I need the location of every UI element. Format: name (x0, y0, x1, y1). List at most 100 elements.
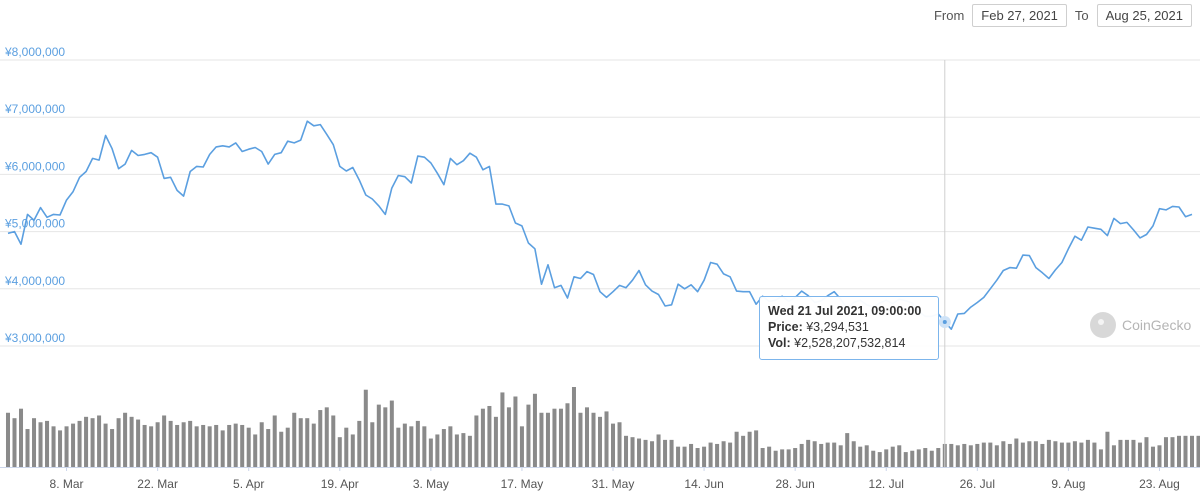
volume-bar (1098, 449, 1103, 467)
coingecko-watermark: CoinGecko (1090, 312, 1191, 338)
volume-bar (838, 445, 843, 467)
volume-bar (188, 420, 193, 467)
x-tick-label: 3. May (413, 477, 449, 491)
volume-bar (279, 431, 284, 467)
volume-bar (630, 437, 635, 467)
volume-bar (851, 441, 856, 467)
volume-bar (643, 439, 648, 467)
to-date-input[interactable]: Aug 25, 2021 (1096, 4, 1192, 27)
volume-bar (637, 438, 642, 467)
volume-bar (676, 446, 681, 467)
volume-bar (767, 446, 772, 467)
volume-bar (929, 450, 934, 467)
volume-bar (292, 412, 297, 467)
volume-bar (110, 429, 115, 467)
price-line (7, 120, 1193, 330)
volume-bar (1124, 439, 1129, 467)
x-tick-label: 12. Jul (869, 477, 904, 491)
volume-bar (702, 446, 707, 467)
volume-bar (845, 433, 850, 467)
volume-bar (324, 407, 329, 467)
volume-bar (142, 424, 147, 467)
volume-bar (116, 418, 121, 467)
volume-bar (376, 404, 381, 467)
volume-bar (272, 415, 277, 467)
volume-bar (812, 441, 817, 467)
volume-bar (84, 416, 89, 467)
volume-bar (467, 435, 472, 467)
volume-bar (734, 431, 739, 467)
x-tick-label: 19. Apr (321, 477, 359, 491)
x-tick-label: 8. Mar (50, 477, 84, 491)
volume-bar (240, 424, 245, 467)
volume-bar (461, 433, 466, 467)
volume-bar (38, 422, 43, 467)
volume-bar (103, 423, 108, 467)
volume-bar (1059, 442, 1064, 467)
volume-bar (480, 408, 485, 467)
volume-bar (448, 426, 453, 467)
volume-bar (129, 416, 134, 467)
volume-bar (311, 423, 316, 467)
volume-bar (181, 422, 186, 467)
volume-bar (910, 450, 915, 467)
volume-bar (207, 426, 212, 467)
price-tooltip: Wed 21 Jul 2021, 09:00:00 Price: ¥3,294,… (759, 296, 939, 360)
y-tick-label: ¥6,000,000 (4, 159, 65, 173)
x-tick-label: 28. Jun (775, 477, 814, 491)
x-tick-label: 5. Apr (233, 477, 264, 491)
volume-bar (552, 408, 557, 467)
volume-bar (923, 448, 928, 467)
to-label: To (1074, 8, 1089, 23)
volume-bar (266, 429, 271, 467)
volume-bar (949, 443, 954, 467)
volume-bar (402, 423, 407, 467)
volume-bar (253, 434, 258, 467)
volume-bar (819, 443, 824, 467)
y-tick-label: ¥8,000,000 (4, 45, 65, 59)
volume-bar (780, 449, 785, 467)
volume-bar (1085, 439, 1090, 467)
volume-bar (298, 418, 303, 467)
volume-bar (155, 422, 160, 467)
volume-bar (1111, 445, 1116, 467)
volume-bar (988, 442, 993, 467)
volume-bar (389, 400, 394, 467)
volume-bar (916, 449, 921, 467)
volume-bar (1040, 443, 1045, 467)
x-tick-label: 17. May (501, 477, 544, 491)
volume-bar (383, 407, 388, 467)
volume-bar (1150, 446, 1155, 467)
volume-bars (5, 387, 1200, 467)
volume-bar (396, 427, 401, 467)
volume-bar (1105, 431, 1110, 467)
volume-bar (97, 415, 102, 467)
volume-bar (624, 435, 629, 467)
volume-bar (194, 426, 199, 467)
volume-bar (669, 439, 674, 467)
volume-bar (500, 392, 505, 467)
volume-bar (689, 443, 694, 467)
volume-bar (77, 420, 82, 467)
volume-bar (123, 412, 128, 467)
volume-bar (370, 422, 375, 467)
y-axis-labels: ¥3,000,000 ¥4,000,000 ¥5,000,000 ¥6,000,000… (4, 45, 65, 345)
volume-bar (1157, 445, 1162, 467)
volume-bar (1046, 439, 1051, 467)
volume-bar (858, 446, 863, 467)
volume-bar (1196, 435, 1200, 467)
volume-bar (45, 420, 50, 467)
volume-bar (201, 424, 206, 467)
from-date-input[interactable]: Feb 27, 2021 (972, 4, 1067, 27)
volume-bar (578, 412, 583, 467)
y-tick-label: ¥7,000,000 (4, 102, 65, 116)
volume-bar (747, 431, 752, 467)
volume-bar (981, 442, 986, 467)
volume-bar (650, 441, 655, 467)
volume-bar (584, 407, 589, 467)
volume-bar (162, 415, 167, 467)
volume-bar (1027, 441, 1032, 467)
tooltip-price-row: Price: ¥3,294,531 (768, 319, 930, 335)
volume-bar (936, 448, 941, 467)
